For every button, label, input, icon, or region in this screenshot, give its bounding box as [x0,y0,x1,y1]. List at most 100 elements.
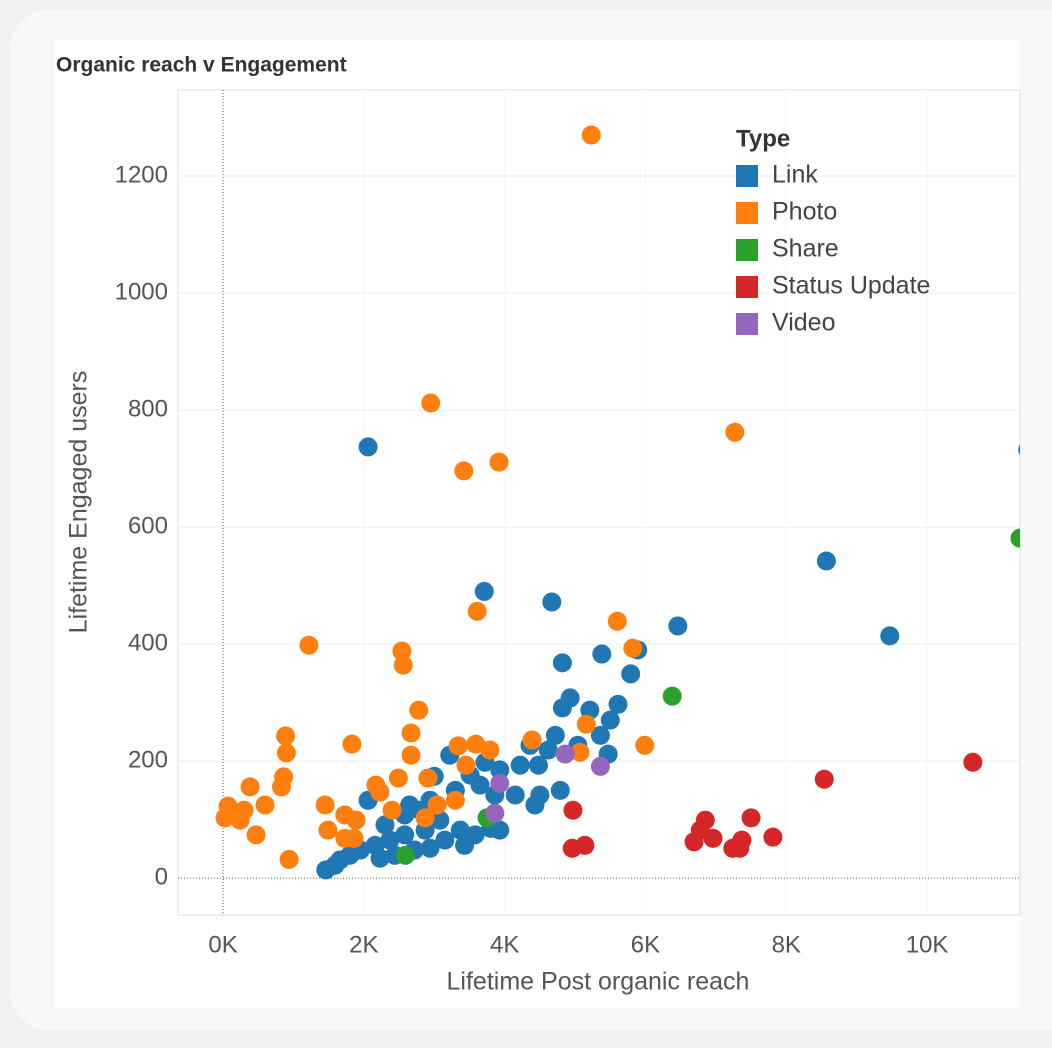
point [450,820,470,840]
point [380,830,400,850]
point [395,825,415,845]
point [427,795,447,815]
point [456,755,476,775]
point [732,830,752,850]
point [246,825,266,845]
point [814,769,834,789]
point [435,830,455,850]
point [401,745,421,765]
point [608,694,628,714]
point [763,827,783,847]
point [388,768,408,788]
legend: Type Link Photo Share Status Update Video [736,125,930,337]
point [668,616,688,636]
legend-label: Video [772,309,836,337]
point [963,752,983,772]
point [420,838,440,858]
y-axis-label: Lifetime Engaged users [65,371,93,634]
point [215,808,235,828]
point [592,644,612,664]
point [505,785,525,805]
point [276,743,296,763]
point [318,820,338,840]
x-tick-label: 2K [349,931,378,958]
point [382,800,402,820]
x-tick-label: 10K [906,931,949,958]
card [55,40,1020,1008]
legend-swatch [736,276,758,298]
point [590,756,610,776]
point [315,795,335,815]
point [684,832,704,852]
point [1010,528,1020,548]
point [401,723,421,743]
y-tick-label: 1200 [115,161,168,188]
legend-title: Type [736,125,790,152]
legend-swatch [736,165,758,187]
point [415,808,435,828]
point [880,626,900,646]
x-tick-label: 0K [208,931,237,958]
y-tick-label: 400 [128,629,168,656]
point [393,655,413,675]
x-tick-label: 8K [772,931,801,958]
point [276,726,296,746]
y-tick-label: 200 [128,746,168,773]
point [570,742,590,762]
point [395,845,415,865]
point [409,700,429,720]
point [550,780,570,800]
legend-swatch [736,202,758,224]
point [358,437,378,457]
point [662,686,682,706]
point [538,740,558,760]
point [490,820,510,840]
y-tick-label: 1000 [115,278,168,305]
point [581,125,601,145]
point [279,849,299,869]
x-tick-label: 6K [631,931,660,958]
point [525,795,545,815]
legend-label: Photo [772,198,837,226]
point [490,760,510,780]
point [555,744,575,764]
point [635,735,655,755]
point [703,828,723,848]
point [299,635,319,655]
point [510,755,530,775]
point [271,777,291,797]
point [470,775,490,795]
point [816,551,836,571]
points [215,125,1020,880]
grid: 0 200 400 600 800 1000 1200 0K 2K 4K 6K 8K 10K [115,90,1020,958]
point [325,855,345,875]
point [485,803,505,823]
point [621,664,641,684]
point [375,815,395,835]
point [370,782,390,802]
point [552,653,572,673]
point [370,848,390,868]
x-tick-label: 4K [490,931,519,958]
point [344,828,364,848]
point [1018,444,1020,456]
point [467,601,487,621]
point [590,725,610,745]
point [445,790,465,810]
point [454,461,474,481]
point [418,768,438,788]
point [552,698,572,718]
point [600,710,620,730]
point [421,393,441,413]
point [542,592,562,612]
point [342,734,362,754]
point [392,641,412,661]
point [725,422,745,442]
point [545,725,565,745]
chart-title: Organic reach v Engagement [56,54,347,77]
x-axis-label: Lifetime Post organic reach [447,968,750,996]
y-tick-label: 600 [128,512,168,539]
point [741,808,761,828]
